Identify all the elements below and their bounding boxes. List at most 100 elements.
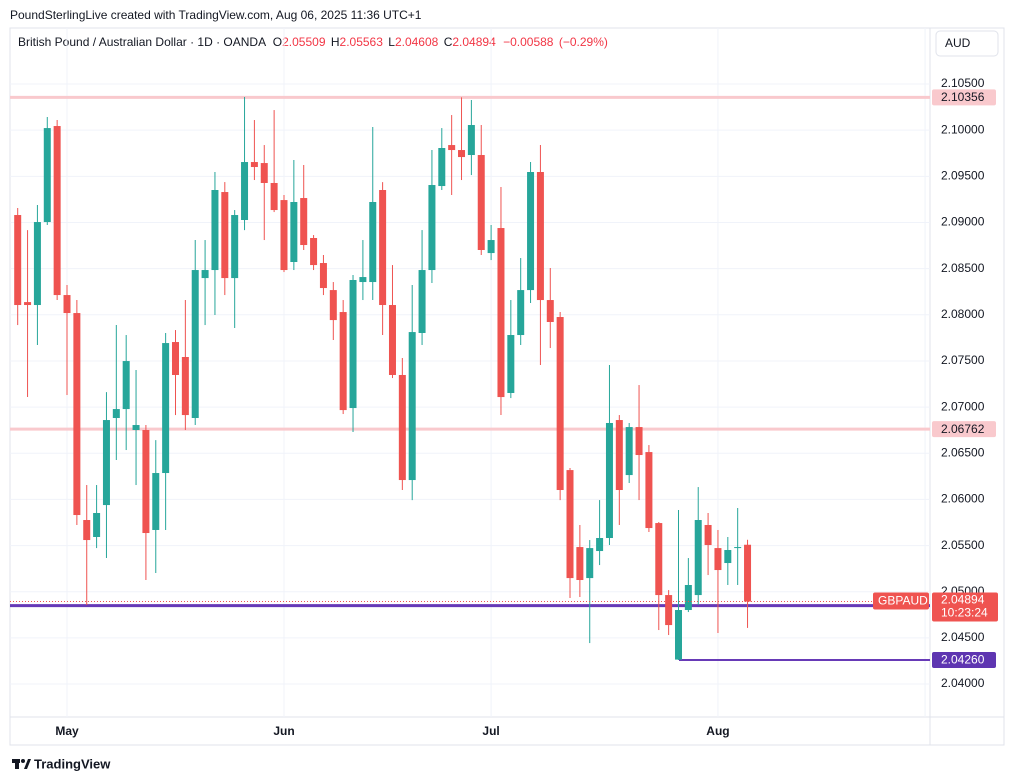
candle-body [714,548,722,571]
candle-body [507,335,515,393]
candle-body [132,425,140,431]
y-tick-label: 2.09000 [941,215,985,229]
y-tick-label: 2.08000 [941,307,985,321]
level-tag: 2.04260 [941,653,985,667]
candle-body [428,185,436,271]
candle-body [546,300,554,323]
candle-body [556,317,564,491]
ohlc-letter: L [388,35,395,49]
candle-body [349,280,357,409]
candle-body [744,544,752,602]
brand-name: TradingView [34,756,111,771]
candle-body [33,222,41,306]
candle-body [221,192,229,279]
candle-body [102,420,110,506]
brand-logo [12,759,31,769]
candle-body [665,595,673,626]
y-tick-label: 2.08500 [941,261,985,275]
candle-body [152,473,160,530]
x-tick-label: Aug [706,724,729,738]
y-tick-label: 2.07000 [941,399,985,413]
candle-body [290,202,298,263]
candle-body [43,128,51,223]
candle-body [398,374,406,481]
ohlc-letter: H [331,35,340,49]
close-value: 2.04894 [452,35,496,49]
candle-body [339,312,347,411]
x-tick-label: Jun [273,724,294,738]
y-tick-label: 2.10000 [941,122,985,136]
price-tag-bg [932,592,998,622]
candle-body [260,163,268,183]
candle-body [724,550,732,564]
legend-header: British Pound / Australian Dollar · 1D ·… [18,35,608,49]
candle-body [280,200,288,271]
change-percent: (−0.29%) [559,35,608,49]
x-tick-label: Sep [914,724,936,738]
candle-body [162,343,170,474]
ohlc-letter: O [273,35,282,49]
symbol-title: British Pound / Australian Dollar · 1D ·… [18,35,266,49]
candle-body [418,270,426,333]
level-tag-bg [932,89,996,106]
candle-body [369,202,377,283]
change-value: −0.00588 [503,35,554,49]
candle-body [596,538,604,552]
candle-body [734,547,742,549]
candle-body [448,145,456,151]
y-tick-label: 2.07500 [941,353,985,367]
candle-body [270,182,278,211]
candle-body [467,125,475,156]
candle-body [615,420,623,491]
candle-body [171,342,179,375]
candle-body [388,305,396,375]
candle-body [310,238,318,266]
level-tag-bg [932,421,996,438]
y-tick-label: 2.09500 [941,169,985,183]
chart-frame [9,27,1005,746]
candle-body [201,270,209,279]
candle-body [73,313,81,516]
candle-body [24,302,32,306]
candle-body [635,427,643,456]
candle-body [211,190,219,271]
candle-body [655,523,663,596]
candle-body [458,150,466,158]
candle-body [14,215,22,306]
candle-body [53,126,61,296]
candle-body [63,295,71,314]
y-tick-label: 2.04500 [941,630,985,644]
candle-body [477,155,485,251]
level-tag: 2.10356 [941,90,985,104]
price-tag-value: 2.04894 [941,593,985,607]
candle-body [231,215,239,279]
candle-body [566,470,574,579]
candle-body [122,361,130,410]
candle-body [300,198,308,246]
candle-body [605,422,613,539]
y-tick-label: 2.04000 [941,676,985,690]
candle-body [408,332,416,481]
currency-label[interactable]: AUD [945,36,971,50]
y-tick-label: 2.06000 [941,492,985,506]
candle-body [517,290,525,336]
candle-body [674,610,682,660]
level-tag-bg [932,652,996,669]
ohlc-letter: C [444,35,453,49]
candle-body [645,452,653,529]
candle-body [181,356,189,416]
plot-area [10,28,930,717]
candle-body [319,263,327,289]
candle-body [250,162,258,168]
candle-body [497,228,505,398]
candle-body [329,290,337,321]
x-tick-label: Jul [482,724,499,738]
currency-button[interactable] [935,30,999,57]
x-tick-label: May [55,724,79,738]
candle-body [379,190,387,306]
candle-body [586,548,594,579]
level-tag: 2.06762 [941,422,985,436]
low-value: 2.04608 [395,35,439,49]
y-tick-label: 2.06500 [941,445,985,459]
